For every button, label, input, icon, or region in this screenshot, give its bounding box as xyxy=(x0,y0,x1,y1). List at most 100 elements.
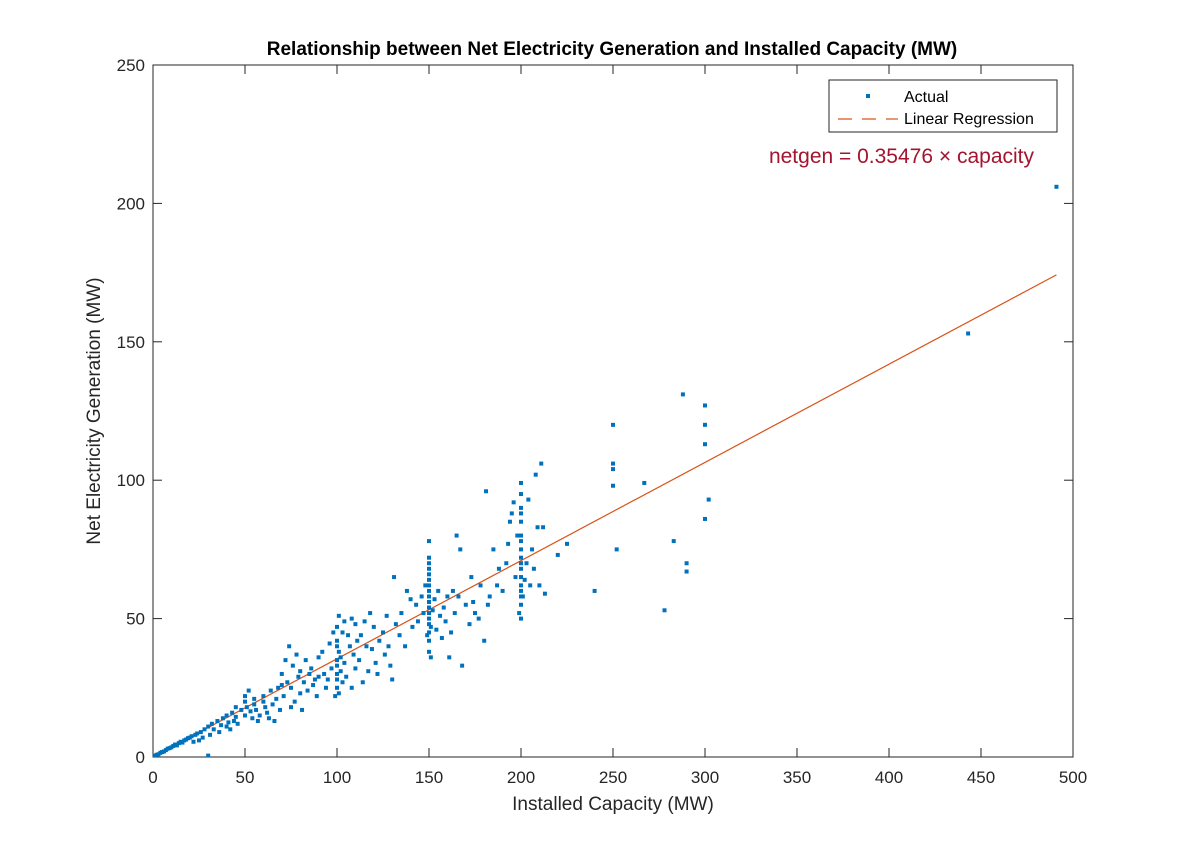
data-point xyxy=(233,705,238,710)
data-point xyxy=(322,671,327,676)
data-point xyxy=(342,619,347,624)
data-point xyxy=(244,705,249,710)
data-point xyxy=(703,403,707,408)
data-point xyxy=(329,666,334,671)
data-point xyxy=(427,649,431,654)
data-point xyxy=(362,619,367,624)
data-point xyxy=(482,638,487,643)
data-point xyxy=(519,511,523,516)
data-point xyxy=(296,674,301,679)
data-point xyxy=(393,622,398,627)
data-point xyxy=(450,588,455,593)
data-point xyxy=(335,671,339,676)
data-point xyxy=(268,688,273,693)
data-point xyxy=(287,644,292,649)
data-point xyxy=(200,735,205,740)
data-point xyxy=(373,660,378,665)
data-point xyxy=(377,638,382,643)
data-point xyxy=(206,724,211,729)
data-point xyxy=(180,740,185,745)
x-tick-label: 200 xyxy=(507,768,535,787)
y-tick-label: 0 xyxy=(136,748,145,767)
data-point xyxy=(206,753,211,758)
data-point xyxy=(456,594,461,599)
x-tick-label: 500 xyxy=(1059,768,1087,787)
data-point xyxy=(611,461,615,466)
data-point xyxy=(537,583,542,588)
data-point xyxy=(443,619,448,624)
data-point xyxy=(342,660,347,665)
data-point xyxy=(519,480,523,485)
data-point xyxy=(224,724,229,729)
data-point xyxy=(530,547,535,552)
data-point xyxy=(307,671,312,676)
data-point xyxy=(289,685,293,690)
y-tick-label: 50 xyxy=(126,610,145,629)
data-point xyxy=(642,480,647,485)
data-point xyxy=(266,716,271,721)
legend-box xyxy=(828,79,1058,133)
data-point xyxy=(335,658,339,663)
data-point xyxy=(344,674,349,679)
data-point xyxy=(255,719,260,724)
regression-equation-annotation: netgen = 0.35476 × capacity xyxy=(769,145,1035,168)
data-point xyxy=(290,663,295,668)
data-point xyxy=(336,691,341,696)
data-point xyxy=(261,699,266,704)
data-point xyxy=(504,561,509,566)
data-point xyxy=(542,591,547,596)
data-point xyxy=(292,699,297,704)
data-point xyxy=(427,561,431,566)
data-point xyxy=(364,644,369,649)
data-point xyxy=(427,622,431,627)
data-point xyxy=(519,555,523,560)
data-point xyxy=(519,588,523,593)
legend-label-actual: Actual xyxy=(904,89,948,106)
data-point xyxy=(338,669,343,674)
data-point xyxy=(357,658,362,663)
data-point xyxy=(519,616,523,621)
data-point xyxy=(436,588,441,593)
data-point xyxy=(703,516,707,521)
data-point xyxy=(491,547,496,552)
data-point xyxy=(473,611,477,616)
data-point xyxy=(703,422,707,427)
data-point xyxy=(415,619,420,624)
data-point xyxy=(452,611,457,616)
data-point xyxy=(487,594,492,599)
data-point xyxy=(219,723,224,728)
data-point xyxy=(274,696,279,701)
data-point xyxy=(399,611,404,616)
data-point xyxy=(467,622,472,627)
data-point xyxy=(611,422,615,427)
data-point xyxy=(419,594,424,599)
data-point xyxy=(191,739,196,744)
data-point xyxy=(224,713,229,718)
data-point xyxy=(276,685,281,690)
data-point xyxy=(427,588,431,593)
data-point xyxy=(243,694,247,699)
data-point xyxy=(270,702,275,707)
data-point xyxy=(428,655,433,660)
data-point xyxy=(471,599,476,604)
data-point xyxy=(285,680,290,685)
data-point xyxy=(335,638,339,643)
data-point xyxy=(252,696,257,701)
data-point xyxy=(427,611,431,616)
data-point xyxy=(309,666,314,671)
data-point xyxy=(519,561,523,566)
x-tick-label: 300 xyxy=(691,768,719,787)
data-point xyxy=(386,644,391,649)
data-point xyxy=(202,727,207,732)
data-point xyxy=(239,707,244,712)
data-point xyxy=(347,644,352,649)
data-point xyxy=(614,547,619,552)
data-point xyxy=(340,630,345,635)
data-point xyxy=(312,677,317,682)
data-point xyxy=(294,652,299,657)
data-point xyxy=(671,539,676,544)
data-point xyxy=(320,649,325,654)
data-point xyxy=(316,655,321,660)
data-point xyxy=(360,680,365,685)
